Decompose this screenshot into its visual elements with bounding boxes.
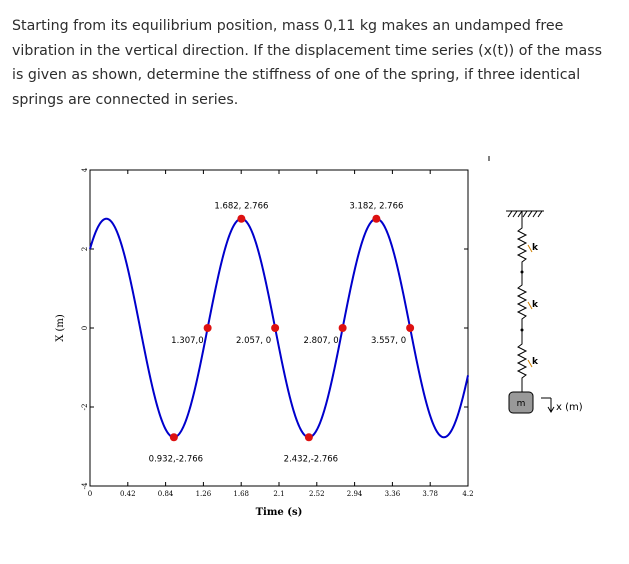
data-point <box>338 324 347 332</box>
displacement-curve <box>89 217 469 439</box>
spring-3 <box>516 330 528 392</box>
x-tick-label: 3.78 <box>422 490 438 498</box>
mass-label: m <box>517 399 526 409</box>
spring-label-3: k <box>532 357 539 367</box>
y-tick-label: 2 <box>81 247 89 251</box>
data-point <box>406 324 415 332</box>
x-axis-label: Time (s) <box>256 507 303 518</box>
x-tick-label: 1.26 <box>196 490 212 498</box>
x-tick-label: 0 <box>88 490 92 498</box>
y-tick-label: -2 <box>81 404 89 411</box>
point-label: 2.807, 0 <box>303 336 338 346</box>
point-label: 3.182, 2.766 <box>349 202 403 212</box>
data-point <box>304 433 313 442</box>
x-tick-label: 1.68 <box>233 490 249 498</box>
point-label: 0.932,-2.766 <box>149 454 203 464</box>
direction-label: x (m) <box>556 402 583 413</box>
spring-mass-diagram: k k k m x (m) <box>506 210 583 414</box>
x-tick-label: 0.84 <box>158 490 174 498</box>
spring-1 <box>516 211 528 272</box>
mass-block <box>508 391 534 414</box>
y-tick-label: -4 <box>81 482 89 489</box>
spring-2 <box>516 272 528 330</box>
ceiling-hatch <box>506 210 544 218</box>
point-label: 2.057, 0 <box>236 336 271 346</box>
data-point <box>271 324 280 332</box>
question-text: Starting from its equilibrium position, … <box>12 18 602 108</box>
spring-label-2: k <box>532 300 539 310</box>
direction-arrow-icon <box>541 397 555 413</box>
x-tick-label: 4.2 <box>462 490 473 498</box>
y-tick-label: 0 <box>81 326 89 330</box>
spring-label-1: k <box>532 243 539 253</box>
data-point <box>237 214 246 223</box>
point-label: 3.557, 0 <box>371 336 406 346</box>
point-label: 1.307,0 <box>171 336 203 346</box>
x-tick-label: 0.42 <box>120 490 136 498</box>
y-axis-label: X (m) <box>55 314 66 342</box>
data-point <box>372 214 381 223</box>
y-tick-label: 4 <box>81 167 89 172</box>
x-tick-label: 2.94 <box>347 490 363 498</box>
data-point <box>169 433 178 442</box>
point-label: 2.432,-2.766 <box>284 454 338 464</box>
data-points: 0.932,-2.766 1.307,0 1.682, 2.766 2.057, 0 2… <box>149 202 415 464</box>
axis-ticks: 0 0.42 0.84 1.26 1.68 2.1 2.52 2.94 3.36 3.78 4.2 4… <box>81 167 474 498</box>
x-tick-label: 2.52 <box>309 490 325 498</box>
data-point <box>203 324 212 332</box>
point-label: 1.682, 2.766 <box>214 202 268 212</box>
x-tick-label: 3.36 <box>385 490 401 498</box>
x-tick-label: 2.1 <box>273 490 284 498</box>
